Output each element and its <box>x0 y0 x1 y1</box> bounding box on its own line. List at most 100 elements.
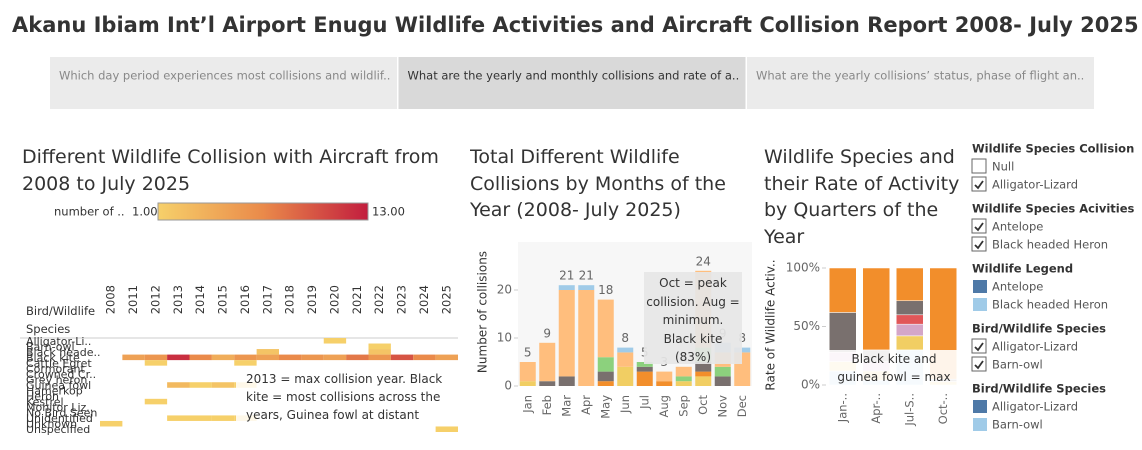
checkbox[interactable] <box>971 218 987 234</box>
checkbox-label: Alligator-Lizard <box>992 178 1078 192</box>
bar-total-label: 24 <box>696 254 711 268</box>
checkbox-label: Antelope <box>992 220 1043 234</box>
heat-cell <box>234 360 257 366</box>
row-label: Unknown <box>26 418 77 431</box>
heat-cell <box>279 354 302 361</box>
bar-total-label: 18 <box>598 283 613 297</box>
bar-total-label: 5 <box>524 346 532 360</box>
bar-segment <box>636 362 653 367</box>
bar-segment <box>862 267 890 351</box>
heat-cell <box>256 354 279 361</box>
bar-total-label: 21 <box>579 269 594 283</box>
bar-total-label: 9 <box>543 326 551 340</box>
row-label: Unidentified <box>26 412 93 425</box>
bar-segment <box>636 371 653 386</box>
y-tick-label: 0 <box>504 379 512 393</box>
heat-cell <box>323 354 347 361</box>
bar-segment <box>617 366 634 386</box>
heat-cell <box>211 382 235 388</box>
color-legend-min: 1.00 <box>132 205 158 219</box>
bar-segment <box>636 366 653 372</box>
row-label: Cattle Egret <box>26 357 92 370</box>
column-label: 2023 <box>395 285 409 314</box>
checkbox[interactable] <box>971 158 987 174</box>
y-axis-label: Rate of Wildlife Activ.. <box>764 259 778 390</box>
heat-cell <box>323 338 347 344</box>
bar-segment <box>617 347 634 353</box>
heat-cell <box>234 354 257 361</box>
column-label: 2021 <box>350 285 364 314</box>
chart-title-box: Different Wildlife Collision with Aircra… <box>22 146 439 195</box>
annotation-box: Black kite and guinea fowl = max <box>837 352 951 384</box>
bar-segment <box>656 371 673 382</box>
x-tick-label: Aug <box>657 395 671 417</box>
x-tick-label: Oct-.. <box>936 393 950 424</box>
bar-segment <box>578 285 595 290</box>
legend-label: Alligator-Lizard <box>992 400 1078 414</box>
column-label: 2014 <box>193 285 207 314</box>
bar-segment <box>558 376 575 386</box>
color-legend-ramp <box>157 202 369 221</box>
column-label: 2008 <box>104 285 118 314</box>
chart-title: Wildlife Species and their Rate of Activ… <box>764 146 960 248</box>
row-label: Monitor Liz.. <box>26 401 93 414</box>
legend-label: Black headed Heron <box>992 298 1108 312</box>
row-label: Guinea fowl <box>26 379 91 392</box>
bar-segment <box>558 285 575 290</box>
bar-segment <box>597 357 614 372</box>
tab[interactable] <box>747 57 1094 109</box>
row-label: Heron <box>26 390 59 403</box>
bar-segment <box>597 299 614 358</box>
x-tick-label: Nov <box>715 395 729 418</box>
heat-cell <box>368 349 391 355</box>
bar-segment <box>829 312 857 353</box>
bar-segment <box>695 376 712 386</box>
heat-cell <box>167 382 190 388</box>
heat-cell <box>368 343 391 350</box>
bar-segment <box>597 371 614 382</box>
tab[interactable] <box>398 57 746 109</box>
x-tick-label: Feb <box>540 395 554 415</box>
column-label: 2024 <box>417 285 431 314</box>
checkbox[interactable] <box>971 356 987 372</box>
x-tick-label: Sep <box>676 395 690 417</box>
bar-segment <box>896 267 924 302</box>
tab[interactable] <box>50 57 397 109</box>
column-label: 2011 <box>126 285 140 314</box>
color-legend-label: number of .. <box>54 205 125 219</box>
checkmark <box>974 180 984 190</box>
bar-total-label: 21 <box>559 269 574 283</box>
bar-segment <box>675 381 692 386</box>
row-header-box: Bird/Wildlife Species <box>26 304 95 336</box>
checkmark <box>974 222 984 232</box>
bar-total-label: 8 <box>621 331 629 345</box>
annotation: Oct = peak collision. Aug = minimum. Bla… <box>646 276 740 364</box>
legend-swatch <box>973 418 987 431</box>
x-tick-label: Jun <box>618 395 632 414</box>
chart-title: Total Different Wildlife Collisions by M… <box>470 146 726 222</box>
x-tick-label: Apr <box>579 395 593 415</box>
checkbox-label: Null <box>992 160 1014 174</box>
legend-swatch <box>973 298 987 311</box>
annotation: Black kite and guinea fowl = max <box>837 352 951 384</box>
tab-label: What are the yearly and monthly collisio… <box>408 69 740 83</box>
heat-cell <box>413 354 436 361</box>
tab-label: What are the yearly collisions’ status, … <box>756 69 1084 83</box>
heat-cell <box>211 415 235 421</box>
chart-title-box: Total Different Wildlife Collisions by M… <box>470 146 726 222</box>
checkbox[interactable] <box>971 338 987 354</box>
heat-cell <box>144 354 168 361</box>
x-tick-label: Jan-.. <box>835 393 849 423</box>
checkbox[interactable] <box>971 176 987 192</box>
annotation-bg <box>828 350 960 386</box>
checkbox[interactable] <box>971 236 987 252</box>
y-tick-label: 100% <box>786 261 820 275</box>
panel-title: Wildlife Legend <box>972 262 1073 276</box>
column-label: 2018 <box>283 285 297 314</box>
row-label: Grey heron <box>26 373 87 386</box>
column-label: 2016 <box>238 285 252 314</box>
bar-segment <box>519 362 536 382</box>
annotation-box: 2013 = max collision year. Black kite = … <box>246 372 442 422</box>
y-tick-label: 10 <box>497 331 512 345</box>
y-tick-label: 20 <box>497 283 512 297</box>
